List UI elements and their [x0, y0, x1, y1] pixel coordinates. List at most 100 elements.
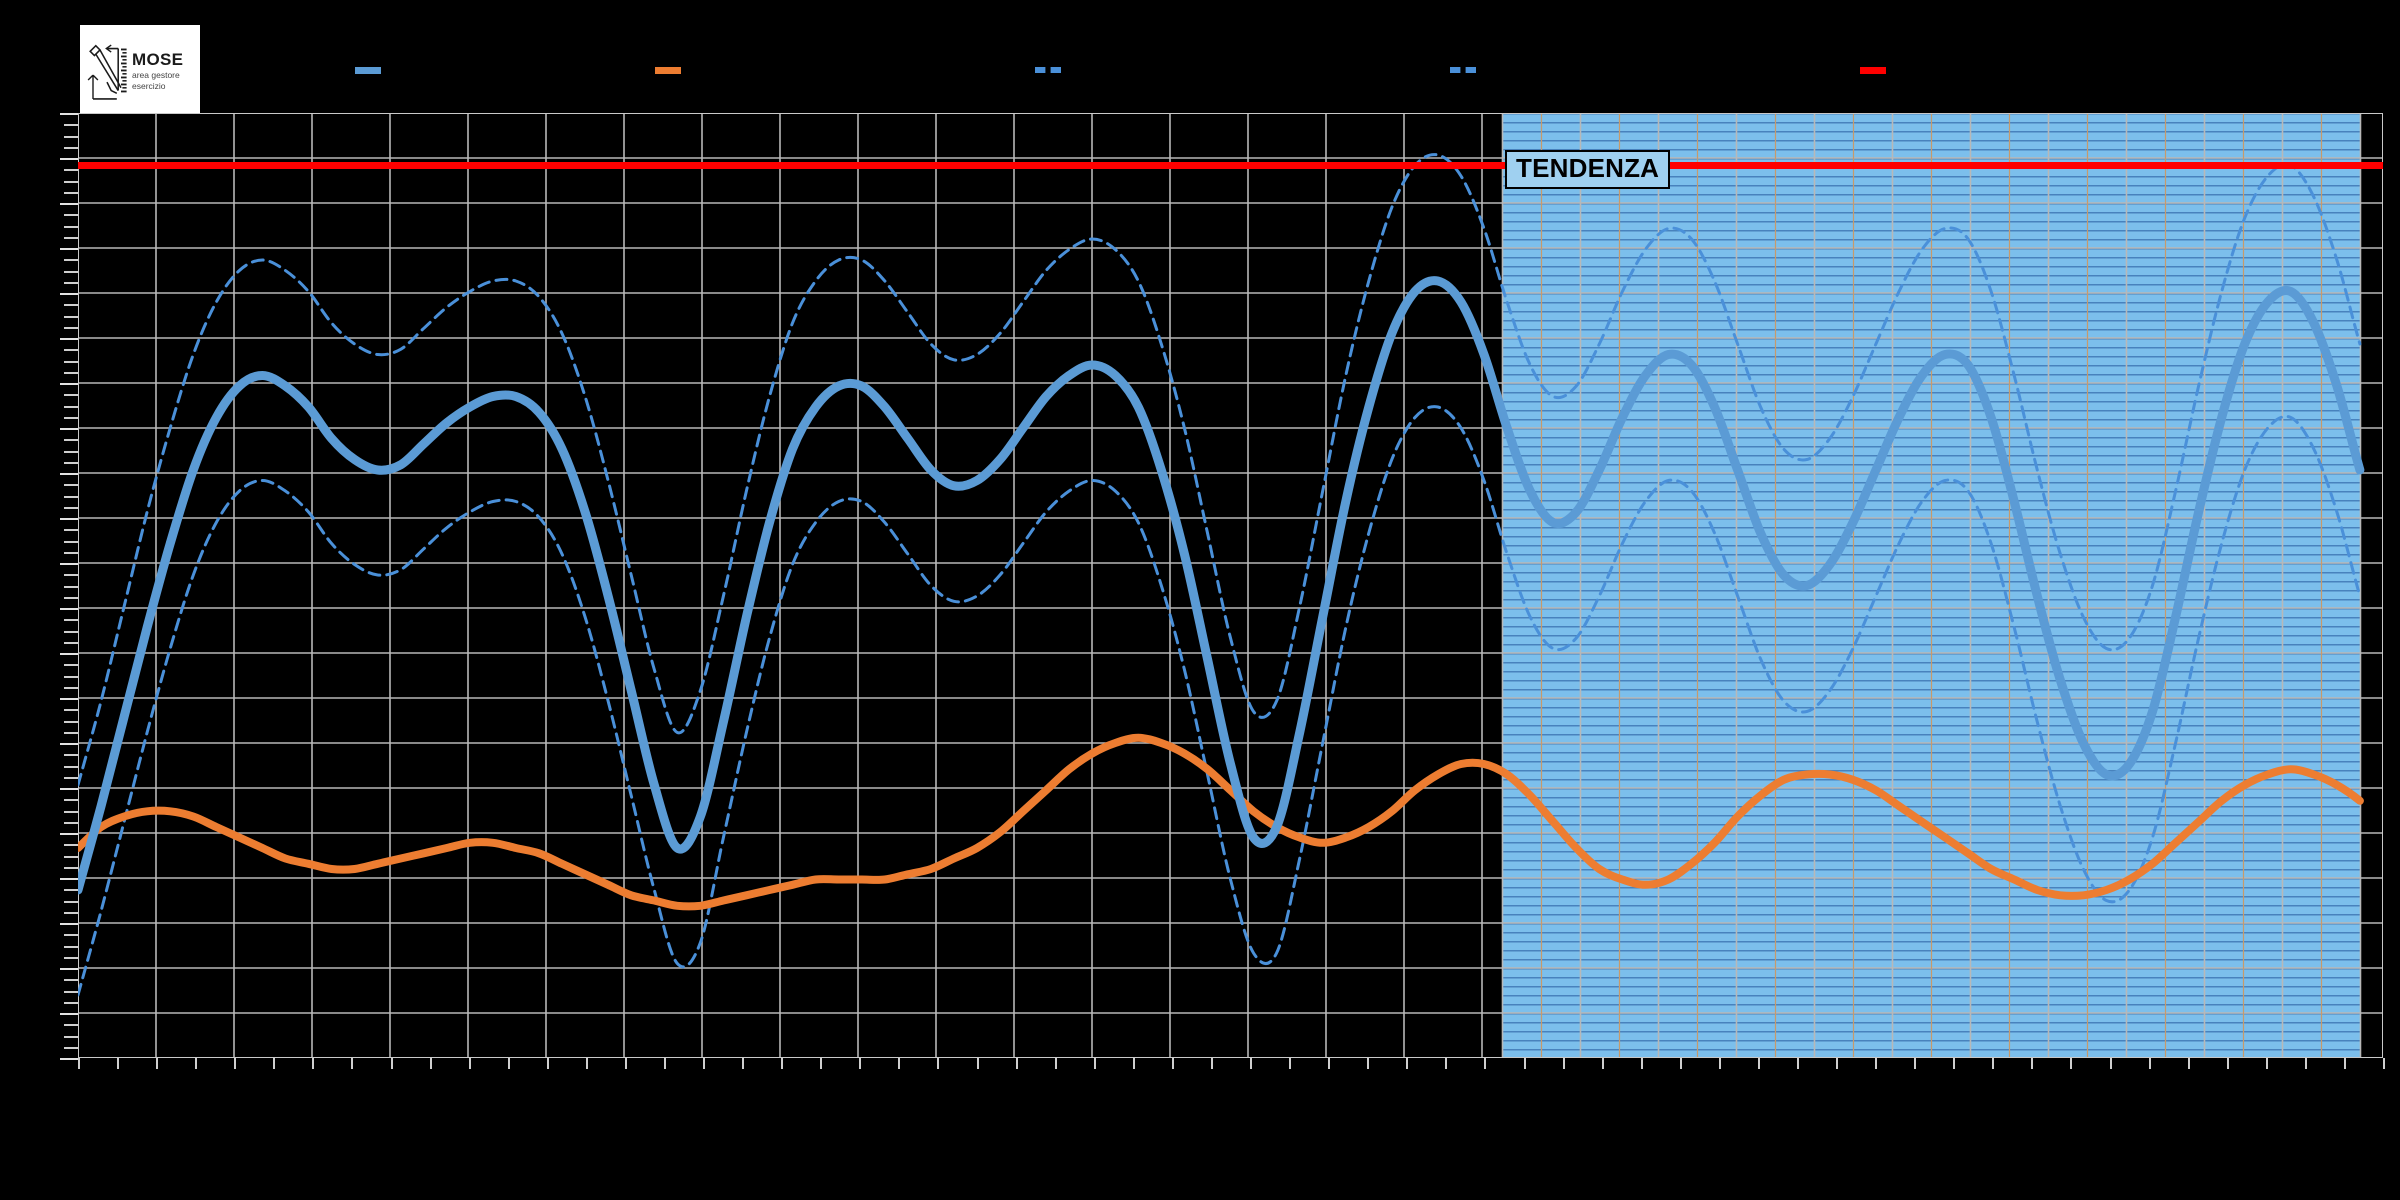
x-tick [1250, 1058, 1253, 1069]
x-tick [468, 1058, 471, 1069]
y-tick [64, 821, 78, 824]
x-tick [624, 1058, 627, 1069]
x-tick [2109, 1058, 2112, 1069]
mose-logo: MOSE area gestore esercizio [80, 25, 200, 118]
y-tick [64, 675, 78, 678]
y-tick [64, 934, 78, 937]
y-tick [60, 383, 78, 385]
y-tick [64, 439, 78, 442]
y-axis-ticks [60, 113, 78, 1060]
legend-item-4[interactable] [1860, 62, 1894, 78]
y-tick [60, 563, 78, 565]
legend-item-1[interactable] [655, 62, 689, 78]
y-tick [64, 214, 78, 217]
x-tick [859, 1058, 862, 1069]
x-tick [664, 1058, 667, 1069]
y-tick [60, 338, 78, 340]
y-tick [60, 113, 78, 115]
x-tick [1210, 1058, 1213, 1069]
x-tick [1914, 1058, 1917, 1069]
y-tick [60, 743, 78, 745]
legend-item-3[interactable] [1450, 62, 1484, 78]
y-tick [64, 551, 78, 554]
chart-legend [0, 0, 2400, 112]
y-tick [64, 349, 78, 352]
x-tick [1328, 1058, 1331, 1069]
x-tick [1679, 1058, 1682, 1069]
x-tick [351, 1058, 354, 1069]
x-tick [234, 1058, 237, 1069]
y-tick [64, 259, 78, 262]
x-tick [1367, 1058, 1370, 1069]
y-tick [60, 518, 78, 520]
x-tick [273, 1058, 276, 1069]
legend-swatch-0 [355, 66, 381, 74]
x-tick [2304, 1058, 2307, 1069]
y-tick [60, 473, 78, 475]
y-tick [64, 360, 78, 363]
x-tick [820, 1058, 823, 1069]
y-tick [64, 135, 78, 138]
x-tick [2187, 1058, 2190, 1069]
y-tick [64, 1035, 78, 1038]
y-tick [64, 124, 78, 127]
y-tick [64, 270, 78, 273]
x-tick [1015, 1058, 1018, 1069]
x-tick [546, 1058, 549, 1069]
x-tick [781, 1058, 784, 1069]
y-tick [64, 990, 78, 993]
x-tick [1562, 1058, 1565, 1069]
x-tick [1718, 1058, 1721, 1069]
y-tick [60, 248, 78, 250]
x-tick [898, 1058, 901, 1069]
x-tick [1992, 1058, 1995, 1069]
series-banda-inferiore [78, 405, 2362, 997]
y-tick [64, 765, 78, 768]
y-tick [60, 968, 78, 970]
y-tick [64, 686, 78, 689]
logo-subtitle-2: esercizio [132, 81, 166, 91]
x-tick [1796, 1058, 1799, 1069]
x-tick [1836, 1058, 1839, 1069]
y-tick [60, 1013, 78, 1015]
y-tick [60, 608, 78, 610]
y-tick [64, 641, 78, 644]
y-tick [64, 416, 78, 419]
forecast-label: TENDENZA [1505, 150, 1671, 190]
x-tick [2343, 1058, 2346, 1069]
x-tick [78, 1058, 80, 1069]
y-tick [64, 394, 78, 397]
y-tick [64, 169, 78, 172]
y-tick [60, 428, 78, 430]
x-tick [937, 1058, 940, 1069]
legend-swatch-3 [1450, 67, 1476, 73]
y-tick [64, 506, 78, 509]
x-tick [1640, 1058, 1643, 1069]
x-tick [195, 1058, 198, 1069]
legend-swatch-1 [655, 66, 681, 74]
x-tick [1093, 1058, 1096, 1069]
x-tick [976, 1058, 979, 1069]
x-tick [1289, 1058, 1292, 1069]
x-tick [1523, 1058, 1526, 1069]
plot-area [78, 113, 2383, 1058]
y-tick [64, 720, 78, 723]
legend-item-0[interactable] [355, 62, 389, 78]
x-tick [585, 1058, 588, 1069]
legend-item-2[interactable] [1035, 62, 1069, 78]
y-tick [60, 1058, 78, 1060]
y-tick [64, 900, 78, 903]
legend-swatch-4 [1860, 66, 1886, 74]
y-tick [64, 889, 78, 892]
x-tick [390, 1058, 393, 1069]
x-tick [1406, 1058, 1409, 1069]
y-tick [60, 878, 78, 880]
x-tick [1054, 1058, 1057, 1069]
y-tick [60, 923, 78, 925]
y-tick [60, 293, 78, 295]
y-tick [60, 203, 78, 205]
y-tick [64, 225, 78, 228]
x-tick [1875, 1058, 1878, 1069]
y-tick [64, 1046, 78, 1049]
y-tick [64, 146, 78, 149]
